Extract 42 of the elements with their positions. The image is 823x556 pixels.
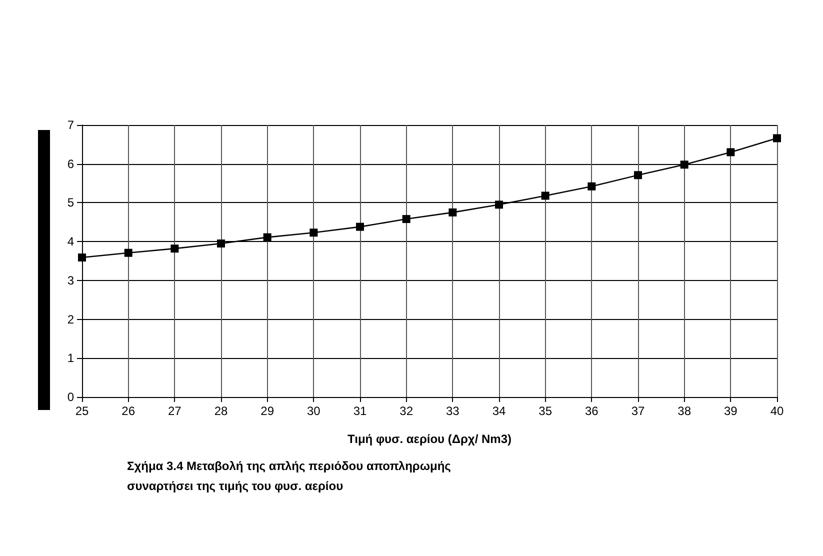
y-tick-label: 0	[67, 390, 74, 404]
x-tick-label: 38	[678, 404, 692, 418]
point	[634, 171, 642, 180]
point	[448, 208, 457, 216]
point	[726, 148, 735, 156]
x-tick-label: 26	[122, 404, 136, 418]
point	[356, 222, 364, 231]
point	[310, 228, 318, 237]
x-tick-label: 37	[631, 404, 645, 418]
x-tick-label: 28	[214, 404, 228, 418]
point	[402, 215, 410, 224]
x-tick-label: 30	[306, 404, 321, 418]
y-tick-label: 1	[67, 351, 74, 366]
text: Σχήμα 3.4 Μεταβολή της απλής περιόδου αποπληρωμής συναρτήσει της τιμής του φυσ. αερίου	[127, 458, 452, 495]
y-tick-label: 7	[67, 118, 74, 132]
point	[588, 182, 596, 190]
x-tick-label: 34	[492, 404, 506, 418]
x-tick-label: 35	[538, 404, 552, 418]
point	[495, 200, 503, 209]
y-tick-label: 5	[67, 196, 74, 210]
x-tick-label: 27	[168, 404, 182, 418]
point	[263, 233, 272, 242]
x-tick-label: 32	[400, 404, 414, 418]
x-tick-label: 36	[584, 404, 599, 418]
point	[78, 254, 86, 262]
point	[541, 192, 550, 200]
x-tick-label: 29	[260, 404, 274, 418]
point	[124, 248, 132, 257]
x-tick-label: 31	[353, 404, 367, 418]
y-tick-label: 4	[67, 234, 74, 249]
y-tick-label: 2	[67, 312, 74, 326]
point	[170, 244, 179, 253]
y-tick-label: 6	[67, 156, 74, 171]
x-tick-label: 40	[770, 404, 784, 418]
point	[680, 160, 688, 169]
x-axis-title: Τιμή φυσ. αερίου (Δρχ/ Nm3)	[347, 432, 512, 446]
x-tick-label: 39	[724, 404, 738, 418]
x-tick-label: 25	[75, 404, 89, 418]
point	[773, 134, 781, 142]
x-tick-label: 33	[446, 404, 460, 418]
y-tick-label: 3	[67, 273, 74, 288]
point	[217, 240, 225, 248]
